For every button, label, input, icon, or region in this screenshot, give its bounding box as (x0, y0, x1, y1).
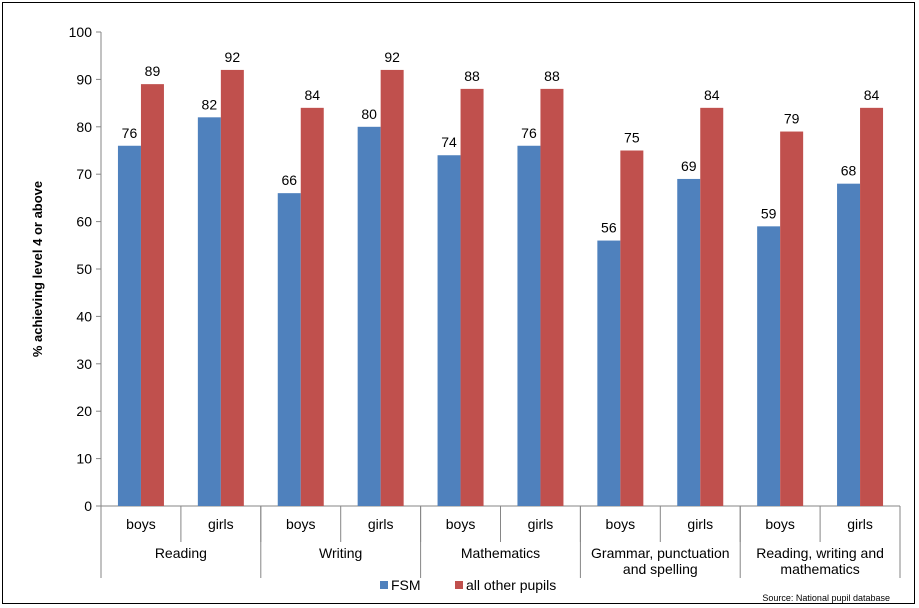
bar-other (300, 107, 324, 506)
data-label: 75 (624, 130, 640, 146)
x-subcategory-label: boys (446, 516, 476, 532)
data-label: 84 (864, 87, 880, 103)
data-label: 69 (681, 158, 697, 174)
bar-other (380, 69, 404, 507)
bar-other (220, 69, 244, 507)
x-subcategory-label: girls (687, 516, 713, 532)
bar-other (860, 107, 884, 506)
y-tick-label: 20 (76, 403, 92, 419)
x-subcategory-label: girls (368, 516, 394, 532)
data-label: 84 (704, 87, 720, 103)
x-subcategory-label: girls (847, 516, 873, 532)
y-tick-label: 60 (76, 214, 92, 230)
y-tick-label: 80 (76, 119, 92, 135)
y-tick-label: 0 (84, 498, 92, 514)
bar-fsm (357, 126, 381, 507)
data-label: 66 (281, 172, 297, 188)
bar-fsm (117, 145, 141, 506)
bar-other (620, 150, 644, 506)
x-group-label: Grammar, punctuation (591, 545, 730, 561)
data-label: 76 (122, 125, 138, 141)
legend-label: FSM (391, 577, 421, 593)
y-tick-label: 100 (69, 24, 93, 40)
bar-fsm (757, 226, 781, 506)
y-tick-label: 70 (76, 166, 92, 182)
data-label: 92 (225, 49, 241, 65)
data-label: 59 (761, 205, 777, 221)
data-label: 89 (145, 63, 161, 79)
data-label: 82 (202, 96, 218, 112)
data-label: 76 (521, 125, 537, 141)
x-group-label: Reading, writing and (756, 545, 884, 561)
data-label: 88 (464, 68, 480, 84)
source-note: Source: National pupil database (762, 593, 890, 603)
x-group-label: mathematics (780, 561, 859, 577)
data-label: 84 (304, 87, 320, 103)
bar-fsm (197, 117, 221, 506)
data-label: 68 (841, 163, 857, 179)
bar-fsm (597, 240, 621, 506)
x-subcategory-label: boys (765, 516, 795, 532)
data-label: 74 (441, 134, 457, 150)
x-subcategory-label: girls (208, 516, 234, 532)
bar-other (460, 88, 484, 506)
data-label: 92 (384, 49, 400, 65)
data-label: 79 (784, 111, 800, 127)
bar-other (780, 131, 804, 507)
legend-label: all other pupils (466, 577, 556, 593)
data-label: 80 (361, 106, 377, 122)
x-subcategory-label: boys (286, 516, 316, 532)
bar-fsm (437, 155, 461, 507)
x-group-label: Mathematics (461, 545, 540, 561)
bar-other (140, 84, 164, 506)
bar-other (540, 88, 564, 506)
y-tick-label: 30 (76, 356, 92, 372)
y-tick-label: 50 (76, 261, 92, 277)
x-subcategory-label: boys (606, 516, 636, 532)
x-subcategory-label: girls (528, 516, 554, 532)
legend-swatch (380, 581, 388, 589)
y-axis-title: % achieving level 4 or above (30, 181, 45, 357)
bar-fsm (277, 193, 301, 506)
y-tick-label: 10 (76, 451, 92, 467)
x-group-label: Reading (155, 545, 207, 561)
data-label: 56 (601, 220, 617, 236)
bar-fsm (837, 183, 861, 506)
bar-fsm (677, 178, 701, 506)
y-tick-label: 40 (76, 308, 92, 324)
bar-other (700, 107, 724, 506)
x-group-label: and spelling (623, 561, 698, 577)
x-subcategory-label: boys (126, 516, 156, 532)
x-group-label: Writing (319, 545, 362, 561)
y-tick-label: 90 (76, 71, 92, 87)
bar-fsm (517, 145, 541, 506)
data-label: 88 (544, 68, 560, 84)
legend-swatch (455, 581, 463, 589)
